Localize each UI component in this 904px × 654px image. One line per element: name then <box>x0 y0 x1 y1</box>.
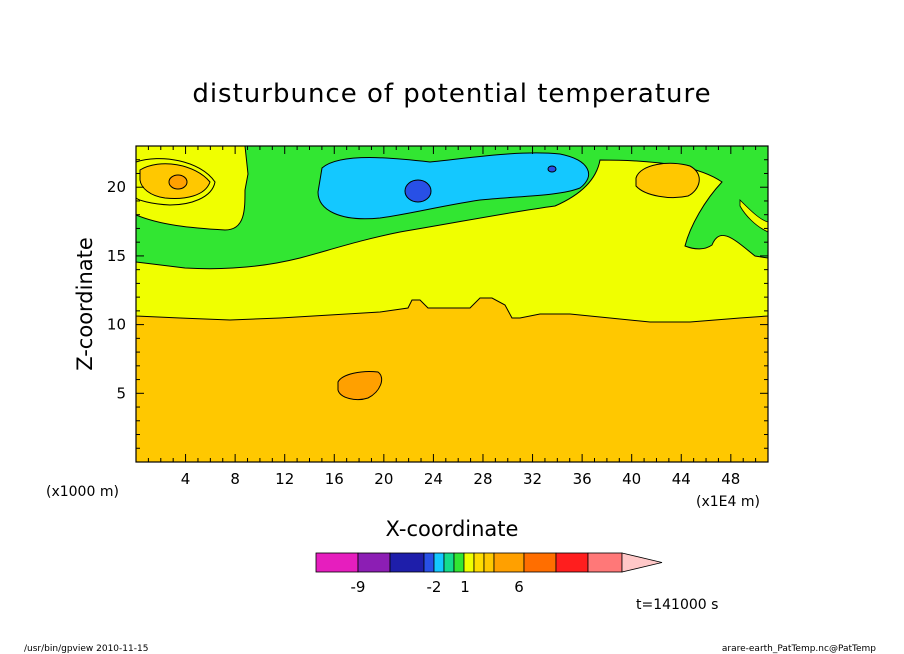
axis-ticks <box>136 146 768 462</box>
colorbar-label: 1 <box>460 578 470 596</box>
y-tick-labels: 5 10 15 20 <box>107 178 126 402</box>
colorbar-box <box>473 552 485 573</box>
footer-left: /usr/bin/gpview 2010-11-15 <box>24 644 148 654</box>
colorbar-box <box>523 552 557 573</box>
x-tick-label: 44 <box>672 470 691 488</box>
colorbar-box <box>483 552 495 573</box>
x-tick-label: 16 <box>325 470 344 488</box>
y-tick-label: 10 <box>107 316 126 334</box>
colorbar-box <box>315 552 359 573</box>
colorbar-box <box>493 552 525 573</box>
y-tick-label: 5 <box>116 384 126 402</box>
region-orange-lower <box>337 371 383 401</box>
x-tick-label: 36 <box>573 470 592 488</box>
colorbar-box <box>357 552 391 573</box>
contour-fill-layer <box>136 146 768 462</box>
colorbar-over-arrow <box>621 552 663 573</box>
colorbar-labels: -9 -2 1 6 <box>351 578 524 596</box>
colorbar-label: 6 <box>514 578 524 596</box>
x-tick-labels: 4 8 12 16 20 24 28 32 36 40 44 48 <box>181 470 741 488</box>
y-tick-label: 20 <box>107 178 126 196</box>
region-orange-dot-left <box>168 174 188 190</box>
x-tick-label: 32 <box>523 470 542 488</box>
x-tick-label: 8 <box>230 470 240 488</box>
region-green <box>136 146 768 270</box>
colorbar-box <box>555 552 589 573</box>
colorbar-box <box>433 552 445 573</box>
footer-right: arare-earth_PatTemp.nc@PatTemp <box>722 644 876 654</box>
region-cyan <box>317 152 590 220</box>
region-blue-center <box>404 179 432 203</box>
colorbar-box <box>423 552 435 573</box>
chart-title: disturbunce of potential temperature <box>192 79 711 109</box>
x-tick-label: 4 <box>181 470 191 488</box>
y-axis-label: Z-coordinate <box>73 237 97 371</box>
time-label: t=141000 s <box>636 597 718 613</box>
x-scale-note: (x1E4 m) <box>696 494 760 510</box>
x-tick-label: 28 <box>473 470 492 488</box>
x-axis-label: X-coordinate <box>386 517 519 541</box>
region-orange-upper-right <box>635 162 700 199</box>
x-units-label: (x1000 m) <box>46 484 119 500</box>
x-tick-label: 20 <box>374 470 393 488</box>
colorbar-box <box>463 552 475 573</box>
colorbar-box <box>453 552 465 573</box>
region-blue-small <box>547 165 557 173</box>
x-tick-label: 12 <box>275 470 294 488</box>
x-tick-label: 48 <box>721 470 740 488</box>
colorbar <box>315 552 663 573</box>
x-tick-label: 24 <box>424 470 443 488</box>
colorbar-box <box>389 552 425 573</box>
colorbar-label: -2 <box>427 578 442 596</box>
colorbar-box <box>587 552 623 573</box>
colorbar-box <box>443 552 455 573</box>
plot-frame <box>135 145 769 463</box>
y-tick-label: 15 <box>107 247 126 265</box>
colorbar-label: -9 <box>351 578 366 596</box>
region-green-right-notch <box>739 199 768 233</box>
x-tick-label: 40 <box>622 470 641 488</box>
